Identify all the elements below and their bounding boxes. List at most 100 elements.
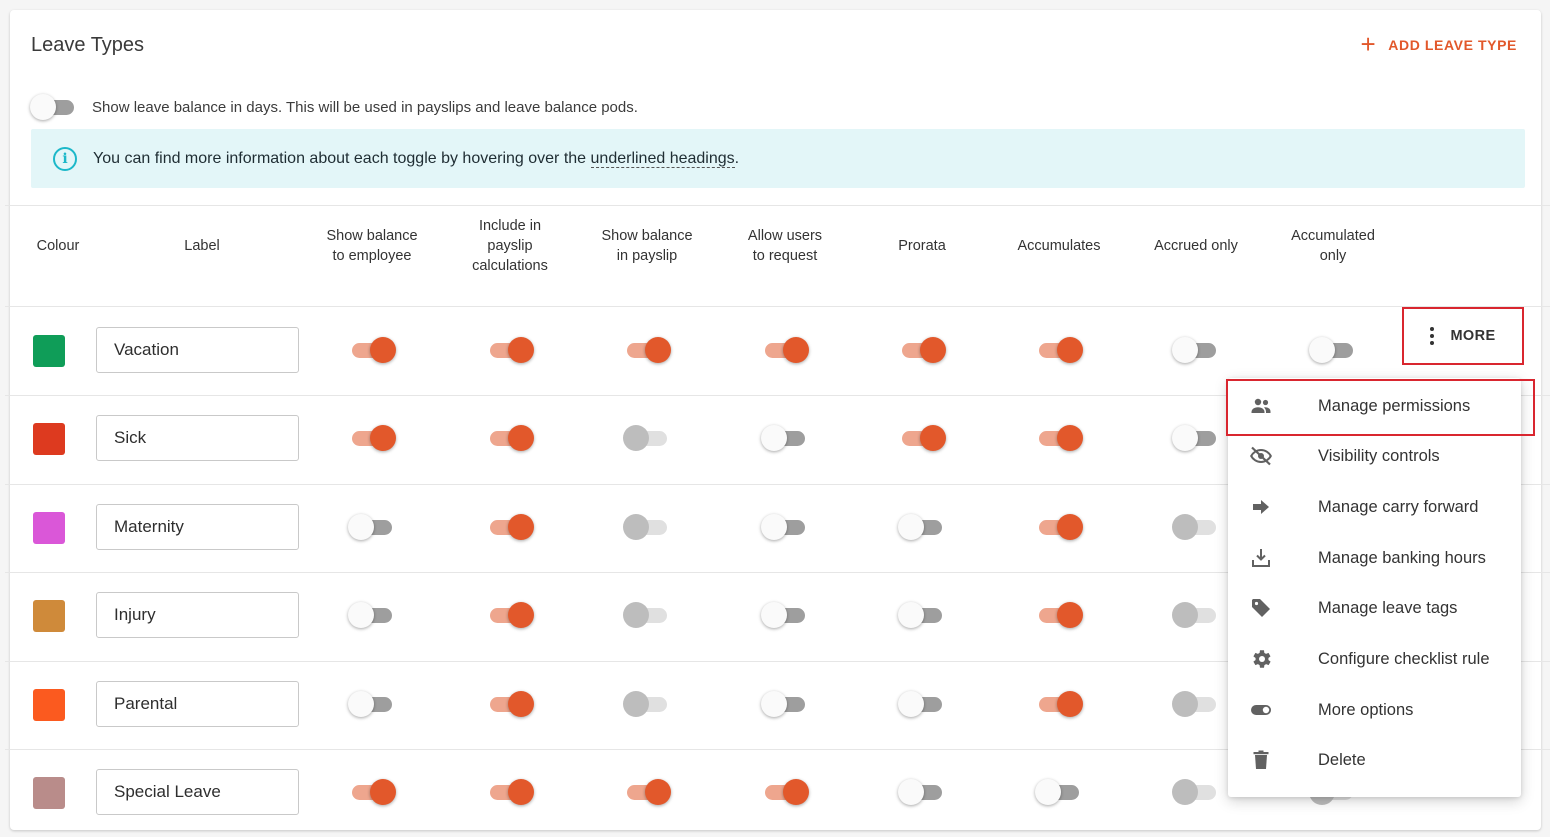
toggle-show-balance-employee[interactable] bbox=[348, 336, 396, 364]
info-text: You can find more information about each… bbox=[93, 149, 740, 168]
colour-swatch[interactable] bbox=[33, 335, 65, 367]
menu-item-label: Manage permissions bbox=[1318, 396, 1471, 415]
toggle-show-balance-payslip[interactable] bbox=[623, 336, 671, 364]
toggle-allow-users[interactable] bbox=[761, 778, 809, 806]
toggle-prorata[interactable] bbox=[898, 601, 946, 629]
toggle-accumulates[interactable] bbox=[1035, 336, 1083, 364]
toggle-prorata[interactable] bbox=[898, 513, 946, 541]
more-button[interactable]: MORE bbox=[1402, 307, 1524, 365]
balance-in-days-setting: Show leave balance in days. This will be… bbox=[30, 93, 638, 121]
colour-swatch[interactable] bbox=[33, 689, 65, 721]
toggle-prorata[interactable] bbox=[898, 424, 946, 452]
toggle-accumulated-only[interactable] bbox=[1309, 336, 1357, 364]
label-input[interactable]: Special Leave bbox=[96, 769, 299, 815]
toggle-allow-users[interactable] bbox=[761, 336, 809, 364]
toggle-prorata[interactable] bbox=[898, 336, 946, 364]
menu-item-label: Manage leave tags bbox=[1318, 598, 1458, 617]
tag-icon bbox=[1248, 595, 1274, 621]
toggle-show-balance-payslip[interactable] bbox=[623, 513, 671, 541]
menu-item-configure-checklist-rule[interactable]: Configure checklist rule bbox=[1228, 634, 1521, 684]
toggle-show-balance-payslip[interactable] bbox=[623, 690, 671, 718]
toggle-show-balance-payslip[interactable] bbox=[623, 778, 671, 806]
toggle-allow-users[interactable] bbox=[761, 513, 809, 541]
table-row: Maternity bbox=[0, 484, 1550, 572]
colour-swatch[interactable] bbox=[33, 777, 65, 809]
label-input[interactable]: Parental bbox=[96, 681, 299, 727]
download-icon bbox=[1248, 545, 1274, 571]
visibility-off-icon bbox=[1248, 443, 1274, 469]
toggle-accumulates[interactable] bbox=[1035, 424, 1083, 452]
add-leave-type-label: ADD LEAVE TYPE bbox=[1388, 37, 1517, 53]
header-prorata[interactable]: Prorata bbox=[898, 238, 946, 254]
toggle-include-payslip[interactable] bbox=[486, 601, 534, 629]
people-icon bbox=[1248, 393, 1274, 419]
toggle-include-payslip[interactable] bbox=[486, 778, 534, 806]
header-label: Label bbox=[184, 238, 220, 254]
menu-item-delete[interactable]: Delete bbox=[1228, 735, 1521, 785]
info-icon: i bbox=[53, 146, 77, 171]
more-button-label: MORE bbox=[1450, 328, 1496, 344]
toggle-show-balance-employee[interactable] bbox=[348, 690, 396, 718]
toggle-include-payslip[interactable] bbox=[486, 424, 534, 452]
toggle-icon bbox=[1248, 697, 1274, 723]
toggle-accrued-only[interactable] bbox=[1172, 601, 1220, 629]
menu-item-label: Visibility controls bbox=[1318, 446, 1440, 465]
menu-item-manage-carry-forward[interactable]: Manage carry forward bbox=[1228, 482, 1521, 532]
label-input[interactable]: Maternity bbox=[96, 504, 299, 550]
table-row: Special Leave bbox=[0, 749, 1550, 837]
toggle-show-balance-employee[interactable] bbox=[348, 601, 396, 629]
toggle-allow-users[interactable] bbox=[761, 601, 809, 629]
divider bbox=[5, 661, 1550, 662]
header-colour: Colour bbox=[36, 238, 80, 254]
divider bbox=[5, 749, 1550, 750]
header-show-balance-payslip[interactable]: Show balance in payslip bbox=[601, 228, 693, 264]
table-row: Injury bbox=[0, 572, 1550, 660]
toggle-accumulates[interactable] bbox=[1035, 513, 1083, 541]
toggle-include-payslip[interactable] bbox=[486, 336, 534, 364]
toggle-show-balance-employee[interactable] bbox=[348, 513, 396, 541]
menu-item-label: More options bbox=[1318, 700, 1414, 719]
label-input[interactable]: Injury bbox=[96, 592, 299, 638]
header-allow-users: Allow users to request bbox=[747, 228, 823, 264]
menu-item-manage-permissions[interactable]: Manage permissions bbox=[1228, 381, 1521, 431]
label-input[interactable]: Sick bbox=[96, 415, 299, 461]
menu-item-manage-leave-tags[interactable]: Manage leave tags bbox=[1228, 583, 1521, 633]
toggle-accrued-only[interactable] bbox=[1172, 778, 1220, 806]
toggle-prorata[interactable] bbox=[898, 690, 946, 718]
table-row: Vacation bbox=[0, 307, 1550, 395]
toggle-accrued-only[interactable] bbox=[1172, 690, 1220, 718]
more-vert-icon bbox=[1430, 327, 1435, 345]
toggle-include-payslip[interactable] bbox=[486, 690, 534, 718]
gear-icon bbox=[1248, 646, 1274, 672]
toggle-accrued-only[interactable] bbox=[1172, 513, 1220, 541]
menu-item-visibility-controls[interactable]: Visibility controls bbox=[1228, 431, 1521, 481]
colour-swatch[interactable] bbox=[33, 600, 65, 632]
toggle-allow-users[interactable] bbox=[761, 424, 809, 452]
toggle-include-payslip[interactable] bbox=[486, 513, 534, 541]
toggle-allow-users[interactable] bbox=[761, 690, 809, 718]
add-leave-type-button[interactable]: + ADD LEAVE TYPE bbox=[1360, 31, 1517, 58]
toggle-accrued-only[interactable] bbox=[1172, 424, 1220, 452]
header-accumulated-only[interactable]: Accumulated only bbox=[1291, 228, 1375, 264]
toggle-accumulates[interactable] bbox=[1035, 690, 1083, 718]
toggle-accrued-only[interactable] bbox=[1172, 336, 1220, 364]
toggle-accumulates[interactable] bbox=[1035, 601, 1083, 629]
header-include-payslip[interactable]: Include in payslip calculations bbox=[472, 218, 548, 274]
colour-swatch[interactable] bbox=[33, 423, 65, 455]
header-accrued-only[interactable]: Accrued only bbox=[1154, 238, 1238, 254]
header-show-balance-employee: Show balance to employee bbox=[326, 228, 418, 264]
toggle-show-balance-payslip[interactable] bbox=[623, 601, 671, 629]
balance-in-days-toggle[interactable] bbox=[30, 93, 78, 121]
colour-swatch[interactable] bbox=[33, 512, 65, 544]
info-banner: i You can find more information about ea… bbox=[31, 129, 1525, 188]
toggle-show-balance-payslip[interactable] bbox=[623, 424, 671, 452]
toggle-prorata[interactable] bbox=[898, 778, 946, 806]
divider bbox=[5, 572, 1550, 573]
toggle-show-balance-employee[interactable] bbox=[348, 778, 396, 806]
header-accumulates[interactable]: Accumulates bbox=[1017, 238, 1101, 254]
menu-item-manage-banking-hours[interactable]: Manage banking hours bbox=[1228, 533, 1521, 583]
toggle-accumulates[interactable] bbox=[1035, 778, 1083, 806]
menu-item-more-options[interactable]: More options bbox=[1228, 685, 1521, 735]
label-input[interactable]: Vacation bbox=[96, 327, 299, 373]
toggle-show-balance-employee[interactable] bbox=[348, 424, 396, 452]
